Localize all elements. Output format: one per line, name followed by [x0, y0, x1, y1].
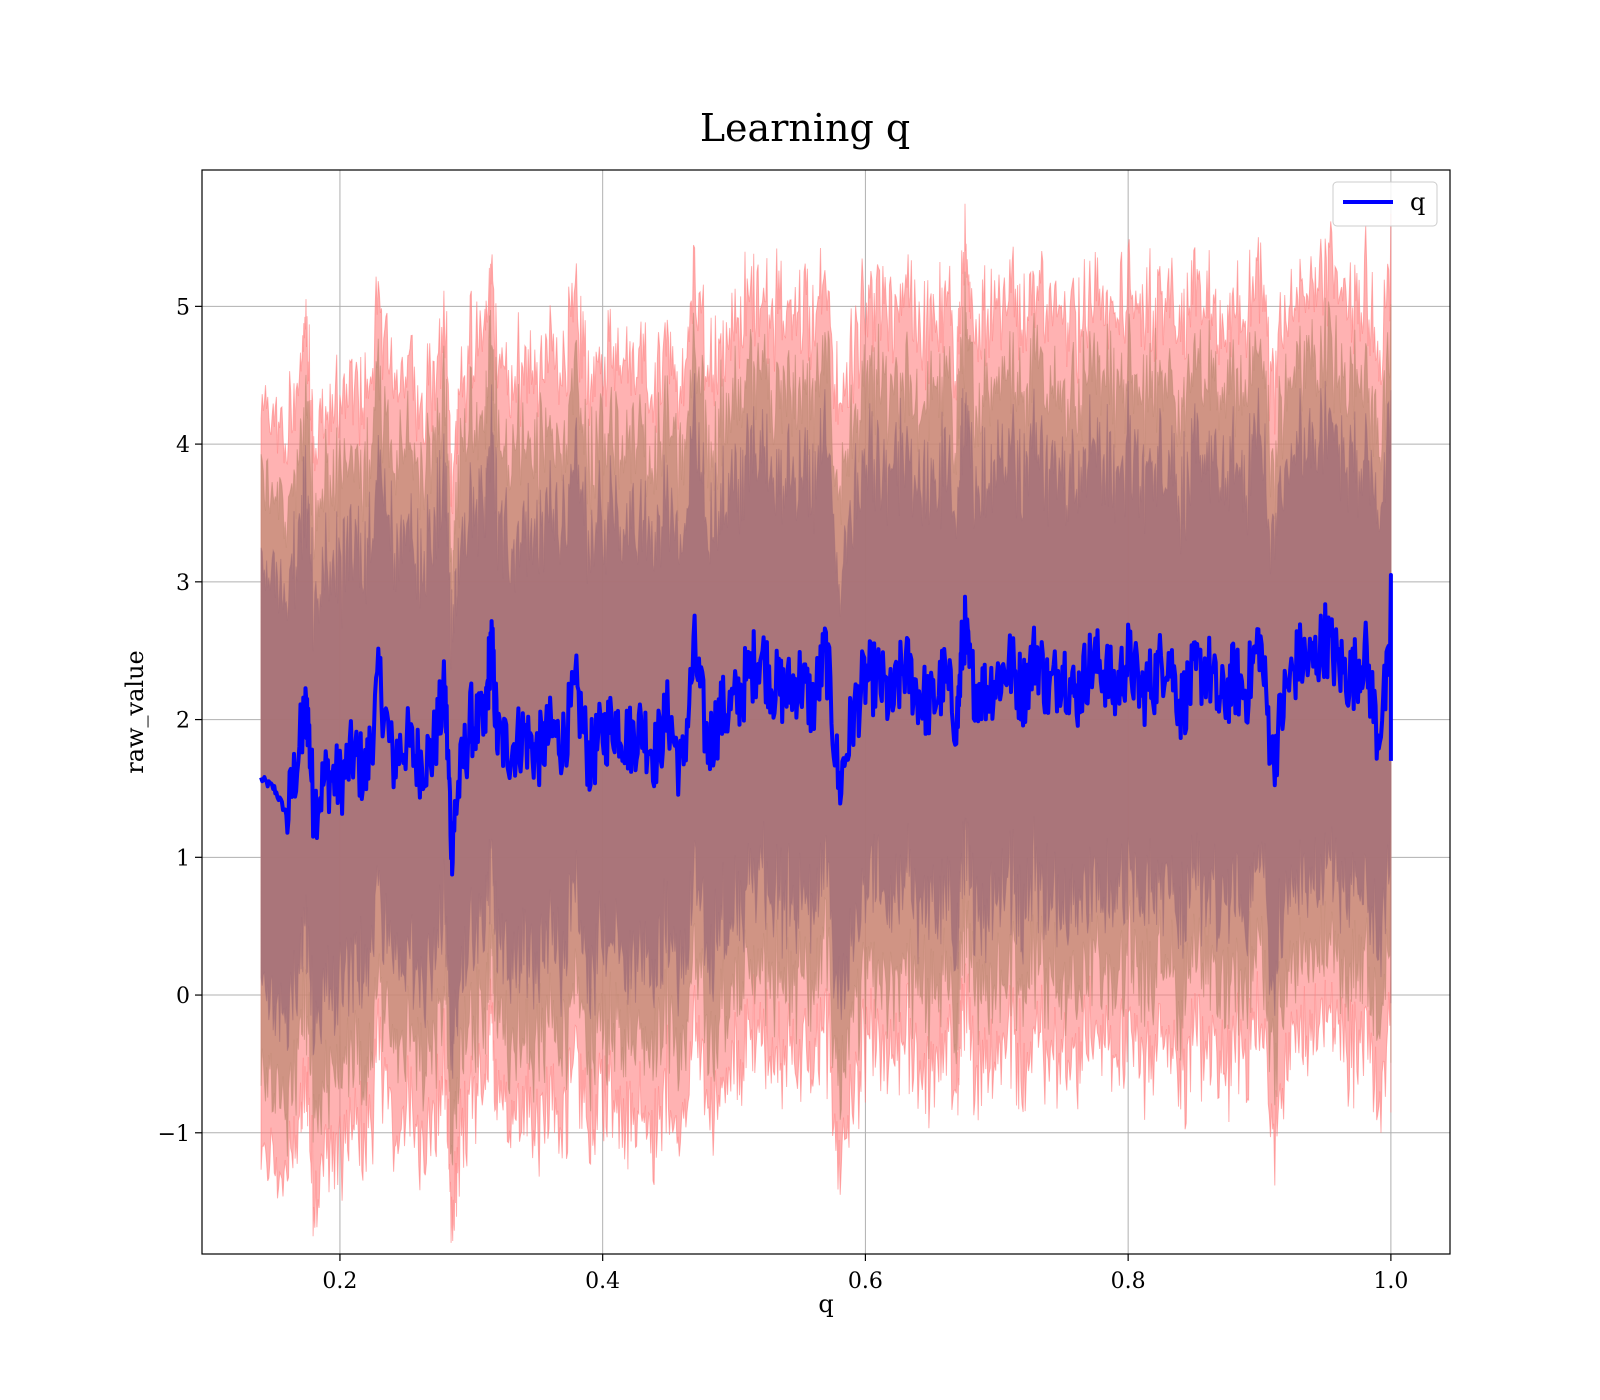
- y-tick-label-5: 4: [176, 433, 190, 458]
- y-tick-label-2: 1: [176, 846, 190, 871]
- x-tick-label-4: 1.0: [1373, 1269, 1408, 1294]
- y-tick-label-1: 0: [176, 984, 190, 1009]
- x-axis-label: q: [818, 1290, 833, 1318]
- y-tick-label-3: 2: [176, 709, 190, 734]
- x-tick-label-2: 0.6: [848, 1269, 883, 1294]
- legend-entry-q: q: [1410, 188, 1425, 216]
- x-tick-label-0: 0.2: [322, 1269, 357, 1294]
- y-tick-label-6: 5: [176, 295, 190, 320]
- y-tick-label-0: −1: [158, 1122, 190, 1147]
- x-tick-label-1: 0.4: [585, 1269, 620, 1294]
- y-axis-label: raw_value: [121, 650, 149, 774]
- chart-title: Learning q: [700, 106, 910, 150]
- legend: q: [1333, 182, 1437, 226]
- y-tick-label-4: 3: [176, 571, 190, 596]
- x-tick-label-3: 0.8: [1111, 1269, 1146, 1294]
